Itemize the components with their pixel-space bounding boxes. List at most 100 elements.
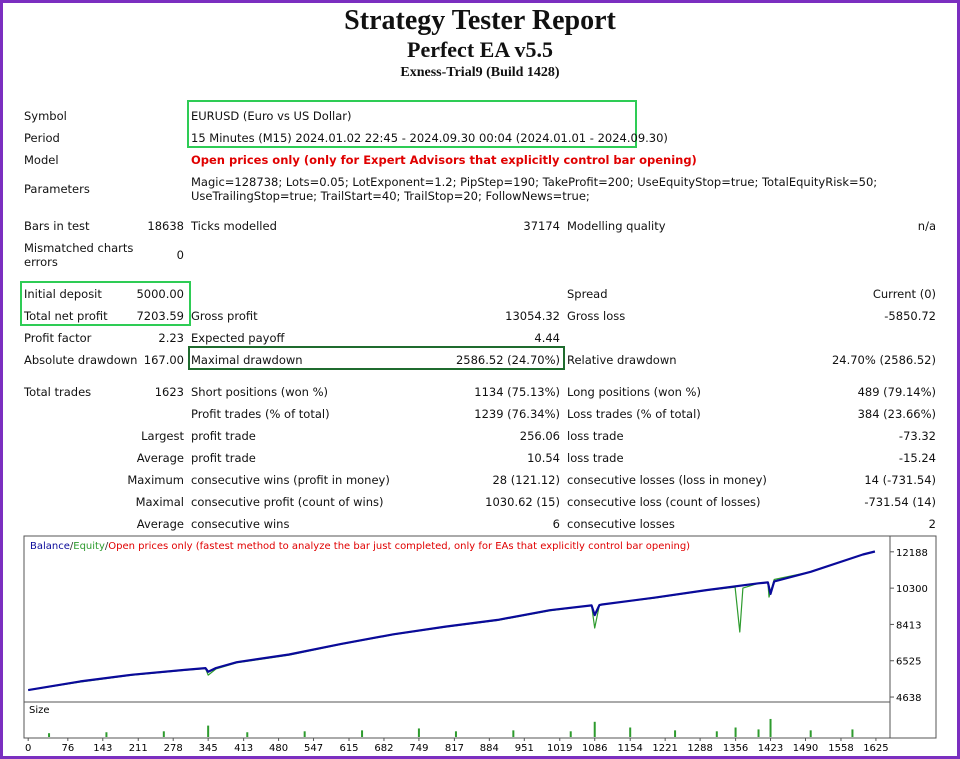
stat-label: consecutive losses — [567, 517, 675, 531]
stat-value: 4.44 — [534, 331, 560, 345]
stat-label: Expected payoff — [191, 331, 285, 345]
size-bar — [162, 731, 165, 737]
stat-label: Total net profit — [24, 309, 108, 323]
size-bar — [674, 730, 677, 737]
stat-label: loss trade — [567, 429, 624, 443]
stat-label: Profit factor — [24, 331, 92, 345]
stat-label: Largest — [141, 429, 184, 443]
stat-value: 13054.32 — [505, 309, 560, 323]
stat-value: 18638 — [147, 219, 184, 233]
x-tick-label: 1558 — [828, 743, 853, 754]
x-tick-label: 278 — [164, 743, 183, 754]
stat-label: Spread — [567, 287, 608, 301]
stat-value: 489 (79.14%) — [857, 385, 936, 399]
stat-label: loss trade — [567, 451, 624, 465]
y-tick-label: 12188 — [896, 548, 928, 559]
legend: Balance/Equity/Open prices only (fastest… — [30, 541, 690, 552]
x-tick-label: 682 — [374, 743, 393, 754]
stat-value: 2 — [928, 517, 936, 531]
stat-label: Relative drawdown — [567, 353, 677, 367]
highlight-box — [20, 281, 191, 326]
stat-value: 1239 (76.34%) — [474, 407, 560, 421]
x-tick-label: 143 — [93, 743, 112, 754]
size-bar — [303, 731, 306, 737]
setting-label: Symbol — [24, 109, 67, 123]
stat-label: Initial deposit — [24, 287, 102, 301]
size-bar — [512, 730, 515, 737]
x-tick-label: 0 — [25, 743, 31, 754]
x-tick-label: 345 — [199, 743, 218, 754]
stat-label: consecutive profit (count of wins) — [191, 495, 384, 509]
setting-value: 15 Minutes (M15) 2024.01.02 22:45 - 2024… — [191, 131, 668, 145]
chart-frame — [23, 535, 937, 739]
size-label: Size — [29, 705, 50, 716]
stat-value: -731.54 (14) — [864, 495, 936, 509]
stat-value: 24.70% (2586.52) — [831, 353, 936, 367]
stat-label: consecutive loss (count of losses) — [567, 495, 761, 509]
setting-value: Open prices only (only for Expert Adviso… — [191, 153, 697, 167]
size-bar — [757, 729, 760, 737]
stat-value: 256.06 — [519, 429, 560, 443]
y-tick-label: 6525 — [896, 657, 921, 668]
series-line — [28, 550, 876, 692]
stat-value: 384 (23.66%) — [857, 407, 936, 421]
size-bar — [48, 733, 51, 737]
x-tick-label: 749 — [409, 743, 428, 754]
stat-label: Modelling quality — [567, 219, 666, 233]
stat-value: 0 — [176, 248, 184, 262]
stat-value: 10.54 — [527, 451, 560, 465]
stat-label: Average — [136, 517, 184, 531]
legend-entry: Open prices only (fastest method to anal… — [108, 541, 690, 552]
stat-value: 167.00 — [143, 353, 184, 367]
stat-label: consecutive wins (profit in money) — [191, 473, 390, 487]
x-tick-label: 1221 — [652, 743, 677, 754]
x-tick-label: 1490 — [793, 743, 818, 754]
x-tick-label: 615 — [339, 743, 358, 754]
stat-label: Total trades — [24, 385, 92, 399]
stat-label: consecutive wins — [191, 517, 290, 531]
size-bar — [715, 731, 718, 737]
stat-value: 37174 — [523, 219, 560, 233]
x-tick-label: 1356 — [723, 743, 748, 754]
report-title: Strategy Tester Report — [344, 5, 616, 36]
stat-label: Average — [136, 451, 184, 465]
setting-label: Period — [24, 131, 60, 145]
size-bar — [734, 727, 737, 737]
x-tick-label: 884 — [480, 743, 499, 754]
x-tick-label: 1288 — [687, 743, 712, 754]
stat-label: Absolute drawdown — [24, 353, 138, 367]
highlight-box — [187, 100, 637, 148]
y-tick-label: 10300 — [896, 584, 928, 595]
size-bar — [569, 731, 572, 737]
stat-label: Maximum — [127, 473, 184, 487]
stat-value: 1623 — [154, 385, 184, 399]
size-bar — [105, 732, 108, 737]
highlight-box — [188, 346, 565, 370]
x-tick-label: 211 — [129, 743, 148, 754]
x-tick-label: 480 — [269, 743, 288, 754]
y-tick-label: 4638 — [896, 693, 921, 704]
stat-value: n/a — [917, 219, 936, 233]
stat-label: Long positions (won %) — [567, 385, 701, 399]
legend-entry: Balance — [30, 541, 70, 552]
size-bar — [809, 730, 812, 737]
stat-value: 7203.59 — [136, 309, 184, 323]
size-bar — [417, 728, 420, 737]
size-bar — [851, 729, 854, 737]
x-tick-label: 1154 — [617, 743, 642, 754]
size-bar — [207, 725, 210, 737]
x-tick-label: 1625 — [863, 743, 888, 754]
x-tick-label: 1019 — [547, 743, 572, 754]
size-bar — [246, 732, 249, 737]
size-bar — [769, 718, 772, 737]
legend-entry: / — [70, 541, 74, 552]
report-subtitle: Perfect EA v5.5 — [407, 37, 553, 62]
stat-value: 28 (121.12) — [492, 473, 560, 487]
stat-value: 1134 (75.13%) — [474, 385, 560, 399]
stat-label: profit trade — [191, 451, 256, 465]
size-bar — [361, 730, 364, 737]
stat-label: Maximal drawdown — [191, 353, 303, 367]
stat-value: 6 — [552, 517, 560, 531]
stat-value: -5850.72 — [884, 309, 936, 323]
